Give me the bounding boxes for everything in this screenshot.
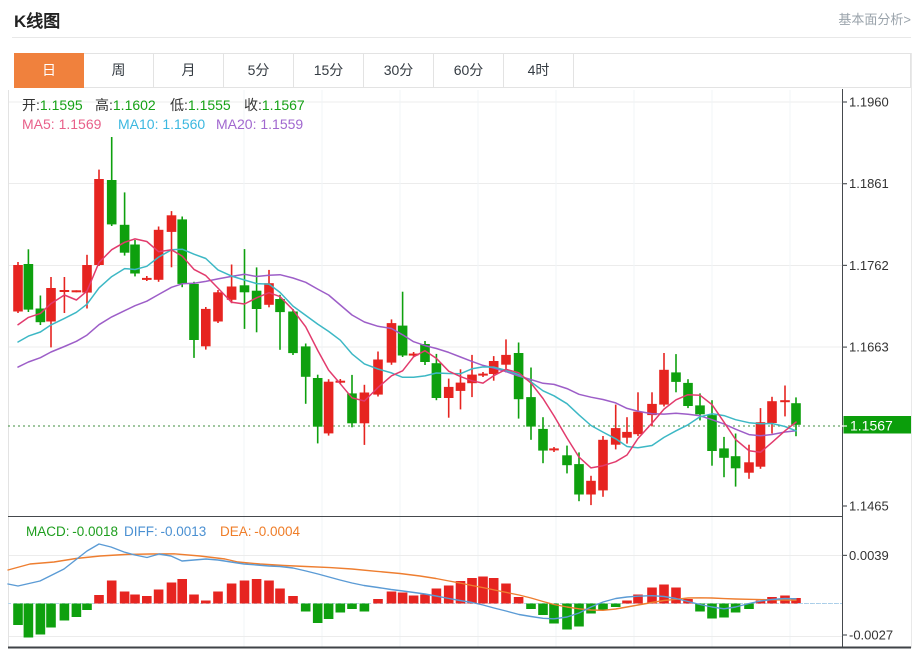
svg-text:1.1762: 1.1762 <box>849 258 889 273</box>
svg-text:0.0039: 0.0039 <box>849 548 889 563</box>
svg-text:-0.0027: -0.0027 <box>849 628 893 643</box>
svg-text:1.1861: 1.1861 <box>849 176 889 191</box>
svg-text:1.1465: 1.1465 <box>849 499 889 514</box>
svg-text:1.1663: 1.1663 <box>849 340 889 355</box>
svg-text:1.1960: 1.1960 <box>849 95 889 110</box>
svg-text:1.1567: 1.1567 <box>850 418 893 434</box>
